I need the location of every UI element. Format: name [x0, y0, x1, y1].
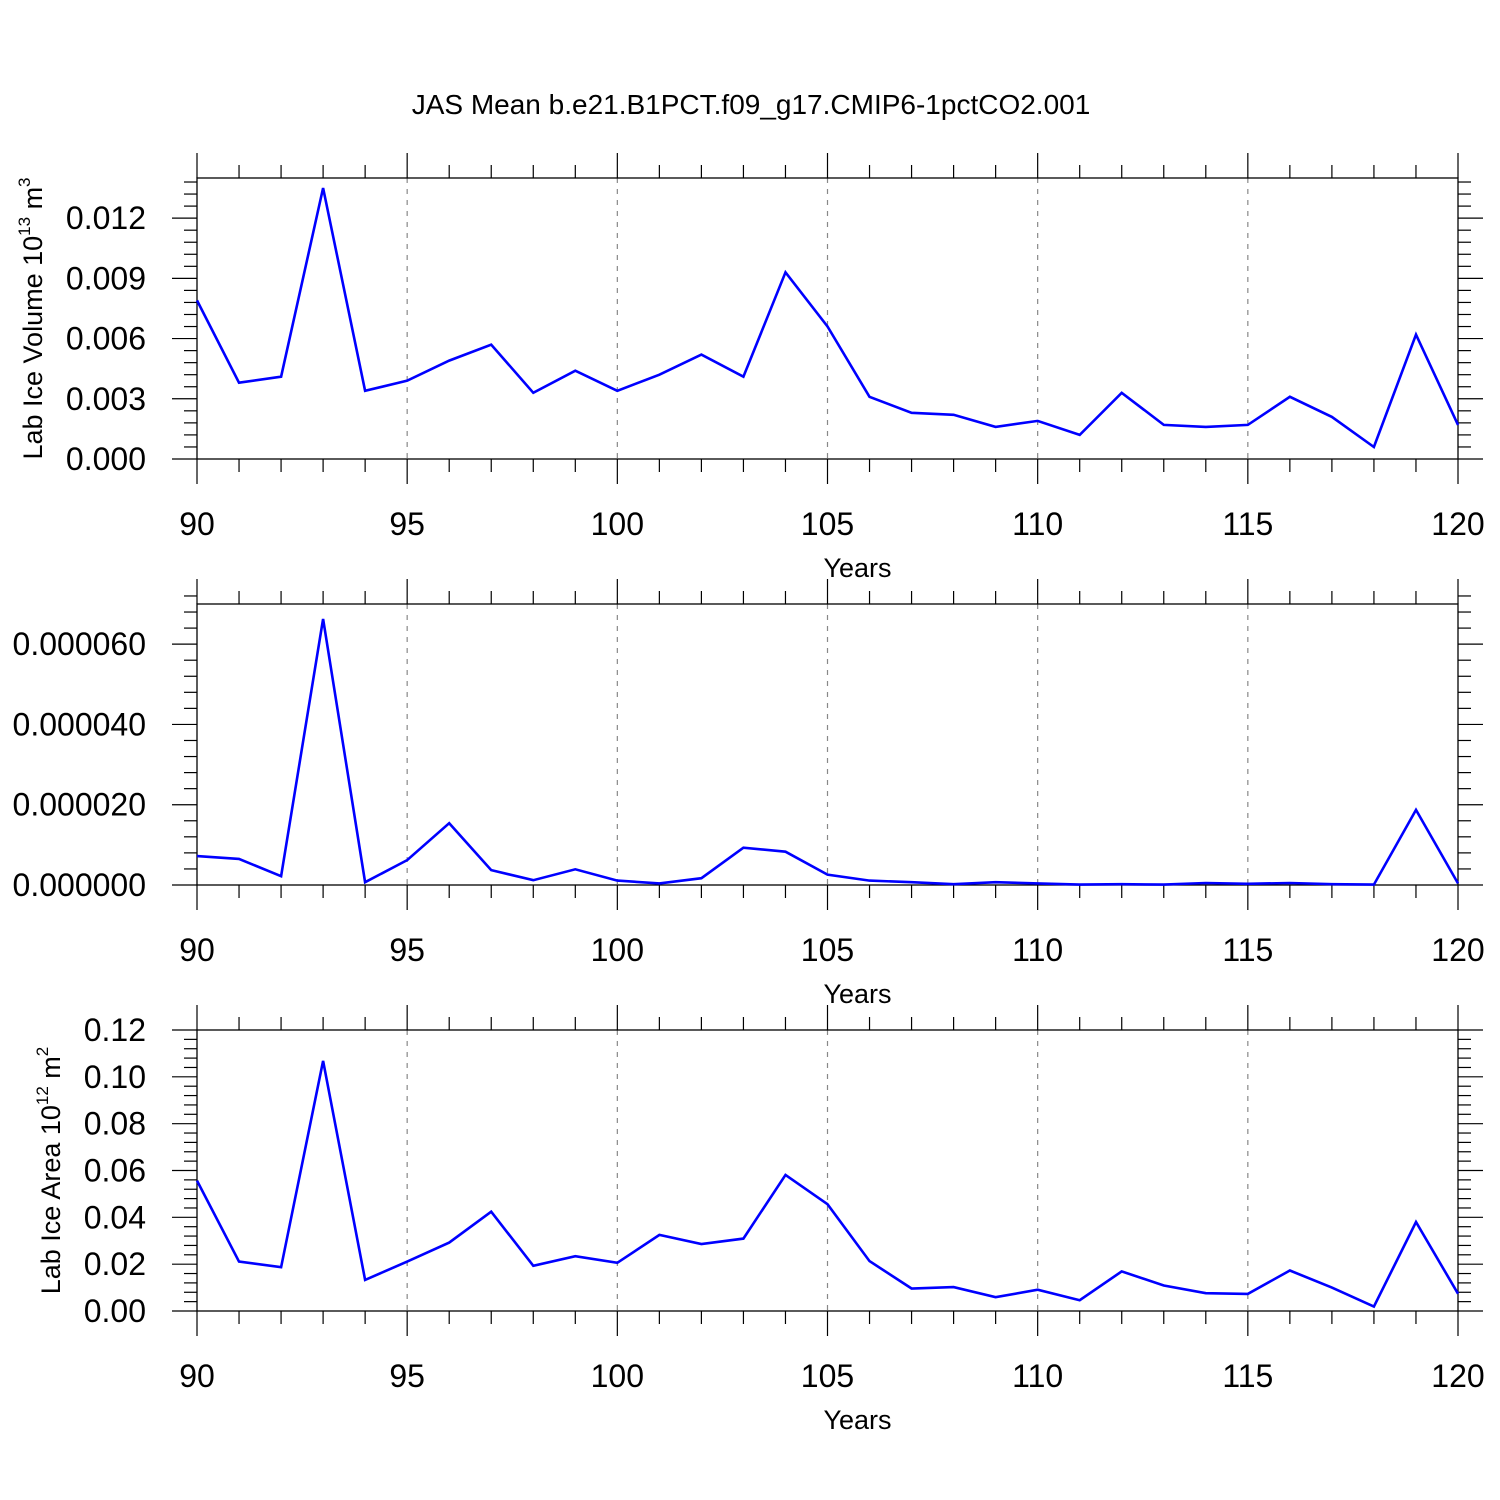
x-tick-label: 95	[389, 506, 425, 542]
y-axis-title: Lab Ice Area 1012 m2	[33, 1047, 66, 1295]
x-tick-label: 115	[1222, 506, 1273, 542]
x-axis-title: Years	[823, 979, 891, 1009]
panel-3: 90 95 100 105 110 115 120 0.00 0.02 0.04 0.06 0.08 0…	[33, 1005, 1485, 1435]
x-tick-label: 95	[389, 932, 425, 968]
y-axis-title-exponent: 13	[15, 217, 34, 236]
series-line	[195, 187, 1460, 450]
y-tick-label: 0.006	[66, 321, 146, 357]
y-tick-label: 0.012	[66, 200, 146, 236]
x-tick-label: 120	[1431, 506, 1484, 542]
y-tick-label: 0.000	[66, 441, 146, 477]
y-axis-title-unit: m	[18, 187, 48, 217]
x-tick-label: 105	[801, 506, 854, 542]
x-tick-label: 105	[801, 1358, 854, 1394]
panel-1: 90 95 100 105 110 115 120 0.000 0.003 0.006 0.009 0…	[15, 153, 1485, 583]
x-tick-label: 105	[801, 932, 854, 968]
x-tick-label: 110	[1012, 932, 1063, 968]
y-tick-label: 0.009	[66, 260, 146, 296]
y-tick-label: 0.08	[84, 1106, 146, 1142]
x-tick-label: 115	[1222, 1358, 1273, 1394]
y-axis-title-unit-exponent: 2	[33, 1047, 52, 1056]
y-axis-title-exponent: 12	[33, 1086, 52, 1105]
x-tick-label: 110	[1012, 506, 1063, 542]
y-axis-title-unit-exponent: 3	[15, 177, 34, 186]
y-tick-label: 0.000060	[13, 626, 146, 662]
x-tick-label: 100	[591, 506, 644, 542]
series-line	[196, 618, 1460, 886]
x-tick-label: 90	[179, 932, 215, 968]
y-tick-label: 0.00	[84, 1293, 146, 1329]
y-tick-label: 0.02	[84, 1246, 146, 1282]
y-tick-label: 0.10	[84, 1059, 146, 1095]
x-axis-title: Years	[823, 1405, 891, 1435]
x-tick-label: 115	[1222, 932, 1273, 968]
y-tick-label: 0.04	[84, 1199, 146, 1235]
x-tick-label: 100	[591, 932, 644, 968]
y-axis-title: Lab Ice Volume 1013 m3	[15, 177, 48, 459]
x-axis-title: Years	[823, 553, 891, 583]
x-tick-label: 90	[179, 506, 215, 542]
panel-2: 90 95 100 105 110 115 120 0.000000 0.000020 0.000…	[13, 579, 1485, 1009]
x-tick-label: 95	[389, 1358, 425, 1394]
x-tick-label: 110	[1012, 1358, 1063, 1394]
x-tick-label: 120	[1431, 932, 1484, 968]
y-tick-label: 0.000000	[13, 867, 146, 903]
y-axis-title-unit: m	[36, 1056, 66, 1086]
y-tick-label: 0.06	[84, 1153, 146, 1189]
y-tick-label: 0.000020	[13, 787, 146, 823]
x-tick-label: 90	[179, 1358, 215, 1394]
series-line	[195, 1060, 1460, 1309]
x-tick-label: 100	[591, 1358, 644, 1394]
y-axis-title-main: Lab Ice Volume 10	[18, 236, 48, 460]
figure-title: JAS Mean b.e21.B1PCT.f09_g17.CMIP6-1pctC…	[412, 89, 1091, 120]
y-tick-label: 0.003	[66, 381, 146, 417]
x-tick-label: 120	[1431, 1358, 1484, 1394]
y-tick-label: 0.12	[84, 1012, 146, 1048]
y-axis-title-main: Lab Ice Area 10	[36, 1105, 66, 1294]
y-tick-label: 0.000040	[13, 706, 146, 742]
panels: 90 95 100 105 110 115 1200.0000.0030.0060.0090…	[13, 153, 1485, 1435]
